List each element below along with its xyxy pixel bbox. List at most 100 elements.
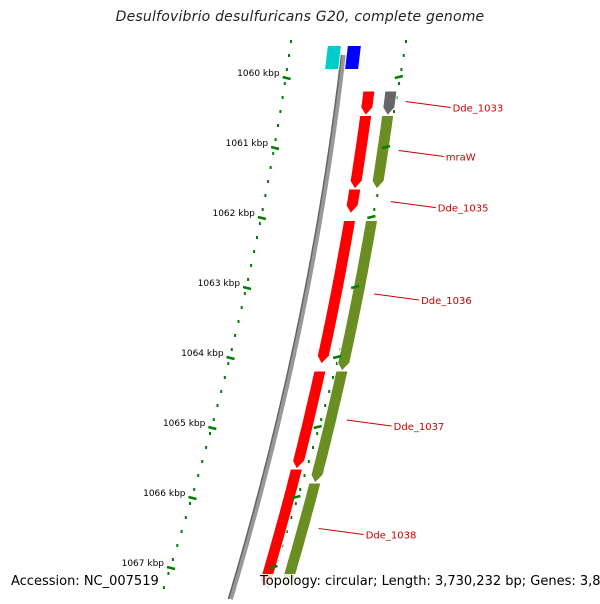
- tick-label: 1067 kbp: [122, 559, 165, 569]
- tick-label: 1063 kbp: [198, 279, 241, 289]
- gene-label-leader: [374, 293, 420, 301]
- outer-dot: [220, 390, 223, 393]
- outer-dot: [256, 236, 258, 239]
- outer-dot: [288, 54, 290, 57]
- tick-mark: [257, 215, 267, 221]
- gene-label-leader: [398, 150, 444, 157]
- inner-dot: [373, 208, 376, 211]
- inner-dot: [285, 530, 288, 533]
- cyan-feature[interactable]: [324, 45, 342, 70]
- gene-feature-dde-1037-forward[interactable]: [292, 370, 327, 470]
- outer-dot: [234, 334, 237, 337]
- inner-tick-mark: [381, 144, 391, 150]
- gene-label-leader: [318, 528, 364, 535]
- inner-dot: [400, 68, 403, 71]
- tick-mark: [166, 565, 176, 571]
- gene-label[interactable]: mraW: [446, 153, 476, 164]
- outer-dot: [243, 292, 246, 295]
- inner-dot: [290, 516, 293, 519]
- outer-dot: [180, 530, 183, 533]
- outer-dot: [279, 110, 282, 113]
- tick-label: 1064 kbp: [181, 349, 224, 359]
- gene-label[interactable]: Dde_1035: [438, 204, 489, 215]
- gene-feature-dde-1033-reverse[interactable]: [382, 90, 398, 117]
- inner-dot: [316, 432, 319, 435]
- outer-dot: [189, 502, 191, 505]
- accession-text: Accession: NC_007519: [9, 574, 161, 589]
- outer-dot: [193, 488, 196, 491]
- tick-label: 1061 kbp: [226, 139, 269, 149]
- outer-dot: [230, 348, 233, 351]
- gene-label[interactable]: Dde_1038: [366, 531, 417, 542]
- inner-dot: [376, 194, 379, 197]
- outer-dot: [269, 166, 272, 169]
- tick-mark: [270, 145, 280, 151]
- inner-tick-mark: [269, 564, 278, 570]
- gene-feature-mraw-reverse[interactable]: [371, 115, 395, 190]
- outer-dot: [274, 138, 277, 141]
- inner-tick-mark: [313, 424, 322, 430]
- gene-feature-dde-1036-reverse[interactable]: [337, 220, 379, 372]
- outer-dot: [253, 250, 256, 253]
- gene-label[interactable]: Dde_1036: [421, 296, 472, 307]
- tick-mark: [282, 75, 291, 81]
- genome-axis-edge: [227, 54, 343, 600]
- tick-label: 1066 kbp: [143, 489, 186, 499]
- outer-dot: [162, 586, 165, 589]
- inner-dot: [328, 390, 331, 393]
- tick-mark: [242, 285, 252, 291]
- outer-dot: [261, 208, 264, 211]
- outer-dot: [197, 474, 200, 477]
- inner-dot: [303, 474, 306, 477]
- inner-tick-mark: [367, 214, 376, 220]
- outer-dot: [290, 40, 292, 43]
- outer-dot: [281, 96, 284, 99]
- tick-mark: [226, 355, 235, 361]
- outer-dot: [227, 362, 230, 365]
- outer-dot: [258, 222, 261, 225]
- gene-feature-dde-1037-reverse[interactable]: [310, 370, 349, 484]
- inner-dot: [335, 362, 338, 365]
- outer-dot: [264, 194, 267, 197]
- inner-dot: [299, 488, 302, 491]
- outer-dot: [171, 558, 174, 561]
- outer-dot: [212, 418, 215, 421]
- inner-dot: [393, 110, 395, 113]
- gene-feature-dde-1036-forward[interactable]: [316, 220, 357, 365]
- gene-feature-dde-1035-forward[interactable]: [345, 188, 362, 215]
- tick-label: 1060 kbp: [237, 69, 280, 79]
- gene-feature-mraw-forward[interactable]: [349, 115, 373, 190]
- genome-axis: [228, 54, 346, 600]
- inner-tick-mark: [394, 74, 404, 80]
- outer-dot: [247, 278, 250, 281]
- outer-dot: [209, 432, 211, 435]
- outer-dot: [216, 404, 219, 407]
- page-title: Desulfovibrio desulfuricans G20, complet…: [115, 9, 485, 25]
- outer-dot: [250, 264, 253, 267]
- gene-feature-dde-1033-forward[interactable]: [360, 90, 376, 117]
- inner-dot: [402, 54, 405, 57]
- tick-mark: [208, 425, 217, 431]
- tick-label: 1065 kbp: [163, 419, 206, 429]
- outer-dot: [285, 68, 288, 71]
- gene-label-leader: [390, 201, 436, 209]
- inner-dot: [320, 418, 323, 421]
- outer-dot: [277, 124, 279, 127]
- gene-label[interactable]: Dde_1033: [453, 104, 504, 115]
- inner-dot: [324, 404, 327, 407]
- outer-dot: [237, 320, 240, 323]
- gene-label[interactable]: Dde_1037: [394, 422, 445, 433]
- blue-feature[interactable]: [344, 45, 362, 70]
- gene-label-leader: [346, 419, 392, 427]
- inner-tick-mark: [350, 284, 360, 290]
- inner-dot: [307, 460, 310, 463]
- topology-text: Topology: circular; Length: 3,730,232 bp…: [258, 574, 600, 589]
- tick-mark: [188, 495, 197, 501]
- outer-dot: [223, 376, 226, 379]
- outer-dot: [267, 180, 270, 183]
- outer-dot: [205, 446, 208, 449]
- inner-dot: [405, 40, 407, 43]
- inner-dot: [312, 446, 314, 449]
